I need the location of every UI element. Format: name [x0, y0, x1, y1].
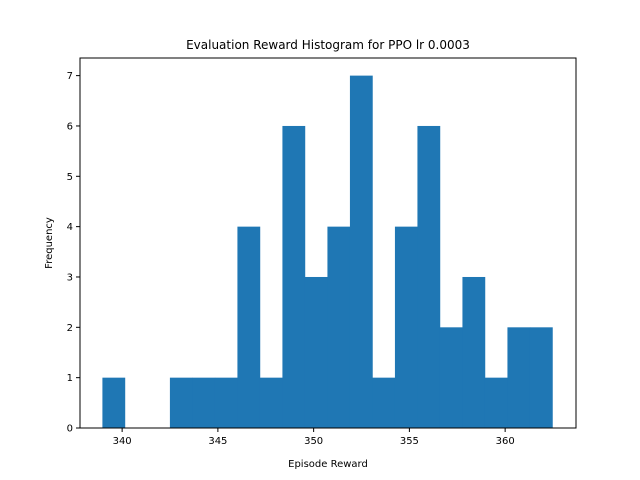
- x-tick-label: 340: [113, 436, 132, 447]
- x-tick-label: 360: [496, 436, 515, 447]
- plot-frame: [79, 57, 577, 429]
- histogram-bar: [304, 276, 328, 428]
- chart-title: Evaluation Reward Histogram for PPO lr 0…: [186, 38, 470, 52]
- histogram-bar: [237, 226, 261, 428]
- y-tick-label: 7: [67, 71, 73, 82]
- x-tick-label: 355: [400, 436, 419, 447]
- x-tick-label: 345: [208, 436, 227, 447]
- histogram-bar: [214, 377, 238, 428]
- y-axis: 0 1 2 3 4 5 6 7: [67, 71, 80, 435]
- y-tick-label: 0: [67, 424, 73, 435]
- histogram-bar: [259, 377, 283, 428]
- y-tick-label: 3: [67, 272, 73, 283]
- y-tick-label: 2: [67, 323, 73, 334]
- histogram-bar: [372, 377, 396, 428]
- x-axis-label: Episode Reward: [288, 459, 368, 470]
- x-tick-label: 350: [304, 436, 323, 447]
- histogram-bar: [192, 377, 216, 428]
- histogram-bar: [394, 226, 418, 428]
- histogram-bar: [507, 327, 531, 428]
- histogram-bar: [439, 327, 463, 428]
- y-tick-label: 5: [67, 172, 73, 183]
- histogram-bar: [417, 125, 441, 429]
- histogram-bar: [529, 327, 553, 428]
- histogram-bar: [327, 226, 351, 428]
- bars-group: [102, 75, 553, 429]
- histogram-bar: [349, 75, 373, 429]
- x-axis: 340 345 350 355 360: [113, 428, 515, 447]
- histogram-bar: [169, 377, 193, 428]
- histogram-bar: [462, 276, 486, 428]
- y-tick-label: 4: [67, 222, 73, 233]
- histogram-bar: [102, 377, 126, 428]
- y-tick-label: 6: [67, 121, 73, 132]
- y-axis-label: Frequency: [44, 217, 55, 269]
- histogram-bar: [484, 377, 508, 428]
- y-tick-label: 1: [67, 373, 73, 384]
- histogram-bar: [282, 125, 306, 429]
